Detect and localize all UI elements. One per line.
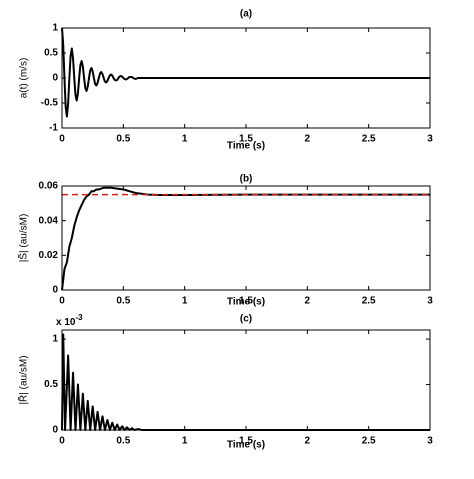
x-tick-label: 3: [427, 436, 433, 447]
panel-title: (c): [240, 314, 252, 325]
x-tick-label: 2.5: [362, 296, 376, 307]
data-line: [61, 333, 430, 431]
axes-frame: [61, 329, 431, 431]
x-axis-label: Time (s): [227, 297, 265, 308]
panel-title: (b): [240, 174, 253, 185]
y-tick-label: 0.06: [39, 181, 59, 192]
x-tick-label: 2: [305, 436, 311, 447]
axes-frame: [61, 185, 431, 291]
y-axis-label: |S̃| (au/sM): [17, 214, 30, 263]
x-tick-label: 2.5: [362, 134, 376, 145]
x-tick-label: 3: [427, 296, 433, 307]
data-line: [61, 27, 430, 118]
x-tick-label: 0.5: [116, 296, 130, 307]
x-tick-label: 0: [59, 436, 65, 447]
y-tick-label: 1: [52, 23, 58, 34]
x-tick-label: 3: [427, 134, 433, 145]
x-tick-label: 1: [182, 134, 188, 145]
x-tick-label: 2: [305, 134, 311, 145]
y-tick-label: 0: [52, 425, 58, 436]
axis-scale-label: x 10-3: [56, 313, 83, 328]
scale-base: x 10: [56, 317, 76, 328]
y-tick-label: 0.5: [44, 379, 58, 390]
panel-title: (a): [240, 9, 252, 20]
y-tick-label: 0.5: [44, 48, 58, 59]
x-tick-label: 2.5: [362, 436, 376, 447]
plot-area: [62, 330, 430, 430]
y-tick-label: -0.5: [41, 98, 59, 109]
y-axis-label: |R̃| (au/sM): [17, 355, 30, 404]
plot-area: [62, 186, 430, 290]
y-tick-label: 1: [52, 334, 58, 345]
y-axis-label: a(t) (m/s): [19, 58, 30, 99]
x-tick-label: 1.5: [239, 134, 253, 145]
axes-frame: [61, 27, 431, 129]
x-tick-label: 0.5: [116, 436, 130, 447]
x-tick-label: 1.5: [239, 436, 253, 447]
y-tick-label: 0.04: [39, 215, 59, 226]
x-tick-label: 0: [59, 296, 65, 307]
x-tick-label: 1: [182, 436, 188, 447]
x-axis-label: Time (s): [227, 440, 265, 451]
x-axis-label: Time (s): [227, 141, 265, 152]
x-tick-label: 1: [182, 296, 188, 307]
x-tick-label: 2: [305, 296, 311, 307]
x-tick-label: 0.5: [116, 134, 130, 145]
y-tick-label: 0: [52, 285, 58, 296]
scale-exponent: -3: [75, 313, 83, 322]
x-tick-label: 0: [59, 134, 65, 145]
y-tick-label: 0: [52, 73, 58, 84]
x-tick-label: 1.5: [239, 296, 253, 307]
y-tick-label: -1: [49, 123, 58, 134]
y-tick-label: 0.02: [39, 250, 59, 261]
